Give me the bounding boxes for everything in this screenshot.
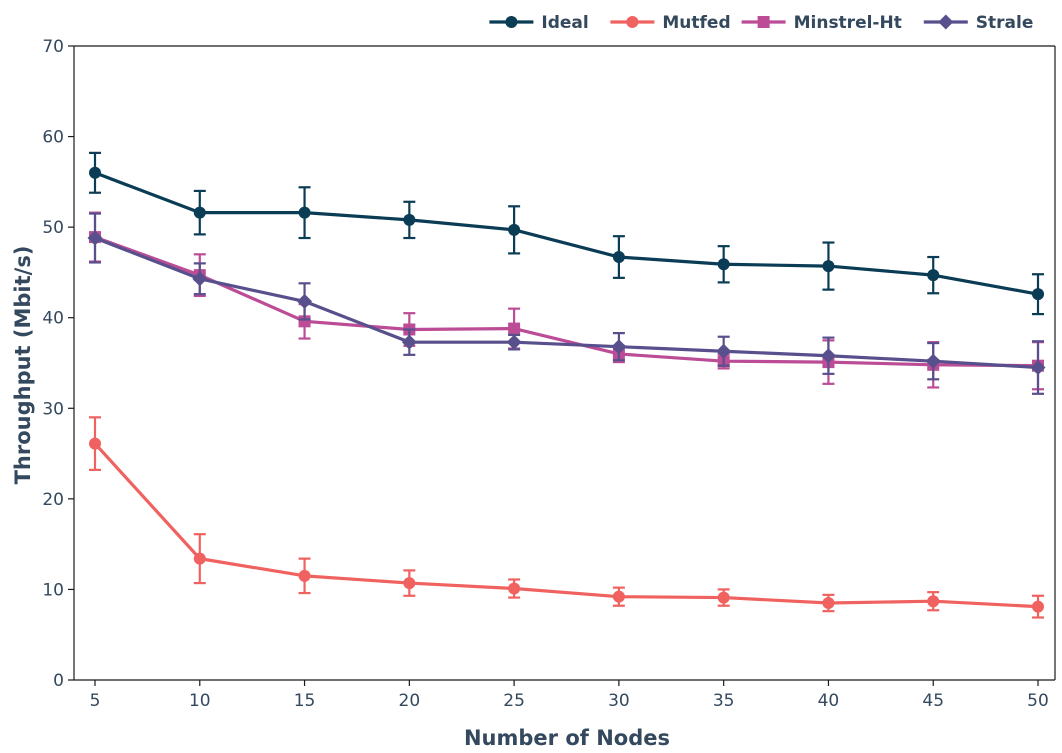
data-point xyxy=(611,339,627,355)
data-point xyxy=(1030,360,1046,376)
legend-item-ideal[interactable]: Ideal xyxy=(489,13,589,33)
x-axis-title: Number of Nodes xyxy=(464,726,670,750)
data-point xyxy=(927,269,940,282)
x-tick-label: 15 xyxy=(294,691,316,711)
x-tick-label: 30 xyxy=(608,691,630,711)
y-tick-label: 70 xyxy=(42,37,64,57)
legend-swatch-marker xyxy=(626,16,639,28)
data-point xyxy=(298,315,311,328)
series-layer xyxy=(87,151,1046,619)
x-tick-label: 25 xyxy=(503,691,525,711)
x-tick-label: 40 xyxy=(818,691,840,711)
y-tick-label: 60 xyxy=(42,128,64,148)
data-point xyxy=(1032,288,1044,301)
data-point xyxy=(612,251,625,264)
y-tick-label: 30 xyxy=(42,399,64,419)
series-line xyxy=(93,442,1039,609)
x-tick-label: 20 xyxy=(399,691,421,711)
data-point xyxy=(89,437,101,450)
legend-swatch-marker xyxy=(757,16,770,28)
data-point xyxy=(403,213,416,226)
legend-label: Minstrel-Ht xyxy=(794,13,902,33)
data-point xyxy=(193,206,206,219)
y-tick-label: 0 xyxy=(53,671,64,691)
legend[interactable]: Ideal Mutfed Minstrel-Ht Strale xyxy=(489,13,1033,33)
data-point xyxy=(717,591,730,604)
series-line xyxy=(94,235,1039,368)
data-point xyxy=(820,348,836,364)
data-point xyxy=(927,595,940,608)
data-point xyxy=(506,334,522,350)
data-point xyxy=(508,582,521,595)
series-line xyxy=(94,236,1039,370)
x-tick-label: 45 xyxy=(922,691,944,711)
x-tick-label: 10 xyxy=(189,691,211,711)
series-line xyxy=(94,171,1039,296)
legend-item-mutfed[interactable]: Mutfed xyxy=(610,13,731,33)
legend-label: Ideal xyxy=(541,13,588,33)
data-point xyxy=(717,258,730,271)
data-point xyxy=(1032,600,1044,613)
data-point xyxy=(403,577,416,590)
legend-item-minstrel-ht[interactable]: Minstrel-Ht xyxy=(741,13,902,33)
x-axis: 5 10 15 20 25 30 35 40 45 50 xyxy=(90,680,1049,711)
series-minstrel-ht xyxy=(89,211,1044,391)
y-tick-label: 20 xyxy=(42,490,64,510)
y-tick-label: 50 xyxy=(42,218,64,238)
data-point xyxy=(925,353,941,369)
legend-swatch-marker xyxy=(938,14,954,30)
y-tick-label: 10 xyxy=(42,580,64,600)
series-mutfed xyxy=(89,416,1044,619)
data-point xyxy=(298,569,311,582)
x-tick-label: 5 xyxy=(90,691,101,711)
data-point xyxy=(89,166,101,179)
data-point xyxy=(612,590,625,603)
data-point xyxy=(298,206,311,219)
y-axis: 0 10 20 30 40 50 60 70 xyxy=(42,37,74,691)
data-point xyxy=(508,223,521,236)
data-point xyxy=(822,260,835,273)
legend-label: Mutfed xyxy=(662,13,730,33)
data-point xyxy=(822,597,835,610)
y-tick-label: 40 xyxy=(42,309,64,329)
x-tick-label: 50 xyxy=(1027,691,1049,711)
data-point xyxy=(716,343,732,359)
plot-area xyxy=(73,45,1056,681)
legend-swatch-marker xyxy=(505,16,518,28)
data-point xyxy=(87,230,103,246)
data-point xyxy=(193,552,206,565)
series-strale xyxy=(87,212,1046,395)
data-point xyxy=(297,293,313,309)
x-tick-label: 35 xyxy=(713,691,735,711)
data-point xyxy=(508,322,521,335)
data-point xyxy=(401,334,417,350)
legend-label: Strale xyxy=(976,13,1034,33)
legend-item-strale[interactable]: Strale xyxy=(923,13,1034,33)
data-point xyxy=(192,271,208,287)
y-axis-title: Throughput (Mbit/s) xyxy=(11,246,35,485)
series-ideal xyxy=(89,151,1044,316)
